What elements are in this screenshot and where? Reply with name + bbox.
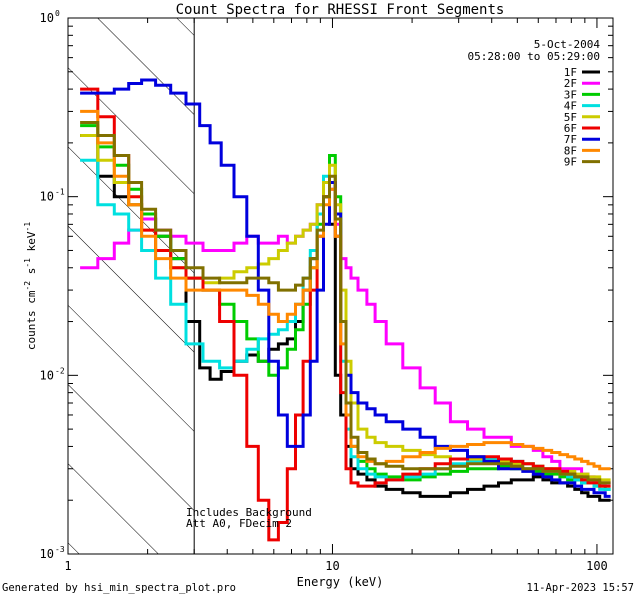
time-range-label: 05:28:00 to 05:29:00 [468,50,600,63]
hatched-region [68,18,195,554]
series-line-2f [80,181,611,485]
legend-label: 8F [564,144,577,157]
x-tick-label: 10 [325,559,339,573]
legend-label: 9F [564,156,577,169]
legend-label: 7F [564,133,577,146]
legend-label: 2F [564,77,577,90]
footer-timestamp: 11-Apr-2023 15:57 [526,582,634,594]
x-tick-label: 100 [586,559,608,573]
y-axis-label: counts cm-2 s-1 keV-1 [23,222,38,350]
series-line-1f [80,134,611,502]
y-tick-exponent: -1 [55,188,65,197]
y-tick-label: 10 [40,190,54,204]
legend-label: 4F [564,100,577,113]
shaded-region [68,18,195,554]
y-tick-label: 10 [40,11,54,25]
y-tick-label: 10 [40,368,54,382]
plot-frame [67,17,614,555]
legend-label: 1F [564,66,577,79]
series-layer [80,78,611,542]
y-tick-label: 10 [40,547,54,561]
legend-label: 5F [564,111,577,124]
y-tick-exponent: -2 [55,366,65,375]
chart-title: Count Spectra for RHESSI Front Segments [176,2,505,18]
y-tick-exponent: 0 [55,9,60,18]
legend-label: 3F [564,88,577,101]
y-tick-exponent: -3 [55,545,65,554]
legend-label: 6F [564,122,577,135]
date-label: 5-Oct-2004 [534,38,601,51]
x-tick-label: 1 [64,559,71,573]
footer-generated-by: Generated by hsi_min_spectra_plot.pro [2,582,236,594]
series-line-9f [80,121,611,485]
annotation-background: Includes Background [186,506,312,519]
series-line-8f [80,109,611,471]
x-axis-label: Energy (keV) [297,575,384,589]
annotation-attenuator: Att A0, FDecim 2 [186,517,292,530]
